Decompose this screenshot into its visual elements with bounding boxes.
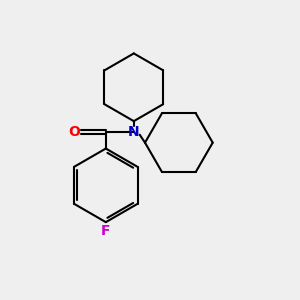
- Text: O: O: [68, 125, 80, 139]
- Text: F: F: [101, 224, 111, 238]
- Text: N: N: [128, 125, 140, 139]
